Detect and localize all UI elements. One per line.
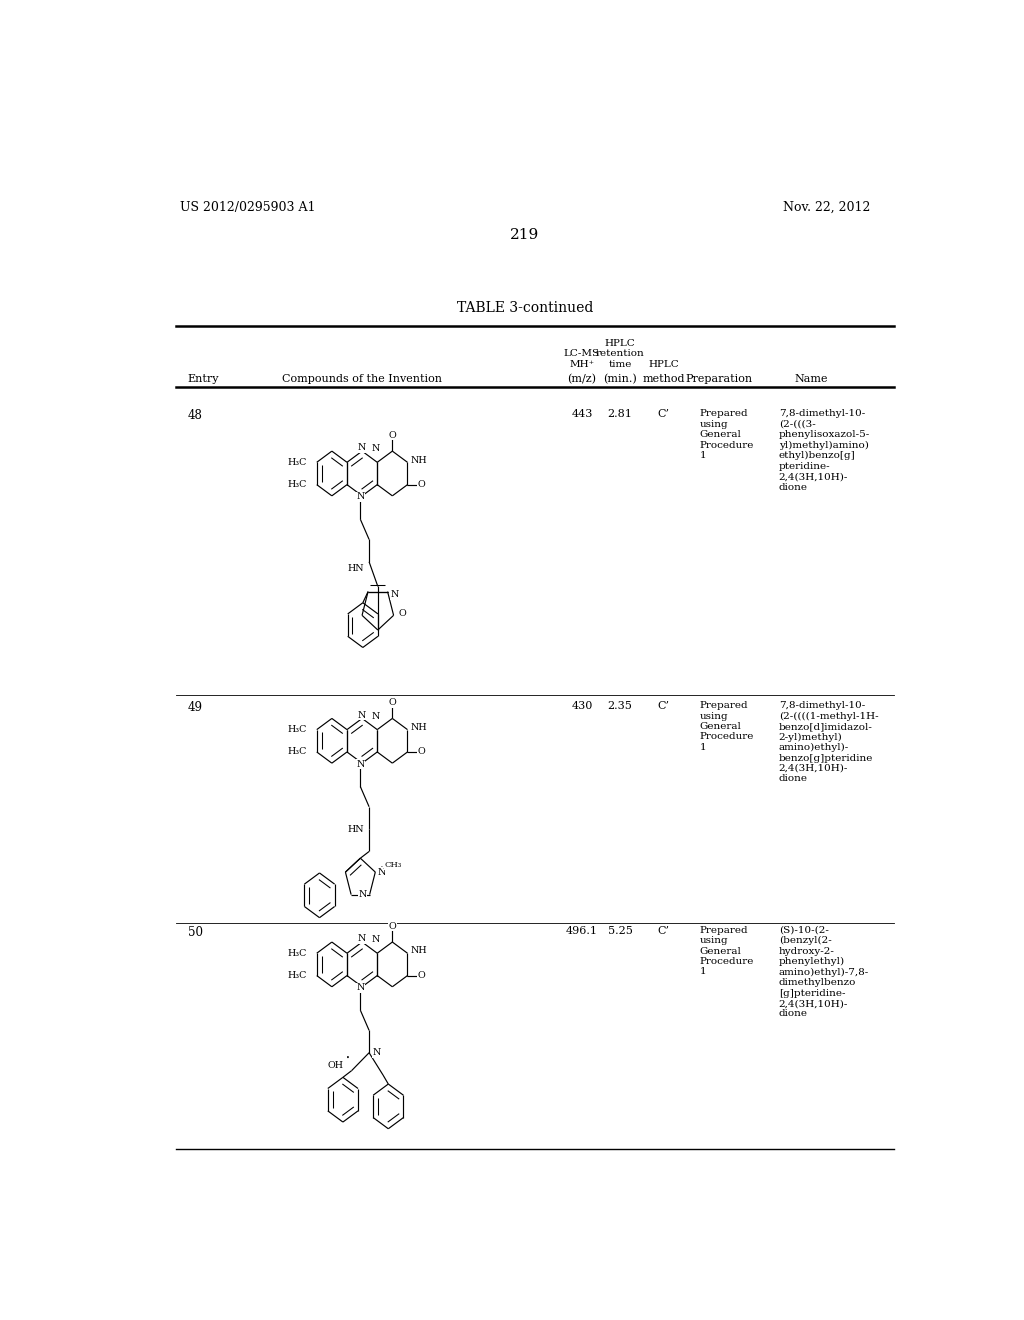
Text: N: N: [358, 710, 367, 719]
Text: 5.25: 5.25: [607, 925, 633, 936]
Text: N: N: [356, 492, 365, 502]
Text: HPLC: HPLC: [648, 359, 679, 368]
Text: 2.35: 2.35: [607, 701, 633, 711]
Text: NH: NH: [411, 455, 428, 465]
Text: MH⁺: MH⁺: [569, 359, 595, 368]
Text: C’: C’: [657, 701, 670, 711]
Text: C’: C’: [657, 409, 670, 420]
Text: (min.): (min.): [603, 374, 637, 384]
Text: CH₃: CH₃: [384, 862, 401, 870]
Text: HN: HN: [347, 825, 364, 834]
Text: N: N: [390, 590, 398, 599]
Text: Entry: Entry: [187, 374, 219, 384]
Text: HPLC: HPLC: [604, 339, 636, 348]
Text: H₃C: H₃C: [288, 458, 307, 467]
Text: N: N: [373, 1048, 381, 1057]
Text: OH: OH: [328, 1060, 344, 1069]
Text: 7,8-dimethyl-10-
(2-((((1-methyl-1H-
benzo[d]imidazol-
2-yl)methyl)
amino)ethyl): 7,8-dimethyl-10- (2-((((1-methyl-1H- ben…: [778, 701, 879, 783]
Text: 496.1: 496.1: [566, 925, 598, 936]
Text: Prepared
using
General
Procedure
1: Prepared using General Procedure 1: [699, 925, 754, 977]
Text: O: O: [388, 921, 396, 931]
Text: 50: 50: [187, 925, 203, 939]
Text: Prepared
using
General
Procedure
1: Prepared using General Procedure 1: [699, 409, 754, 461]
Text: retention: retention: [596, 350, 644, 359]
Text: Name: Name: [795, 374, 828, 384]
Text: N: N: [358, 890, 367, 899]
Text: NH: NH: [411, 946, 428, 956]
Text: N: N: [378, 867, 386, 876]
Text: N: N: [356, 983, 365, 993]
Text: Preparation: Preparation: [686, 374, 753, 384]
Text: O: O: [418, 747, 426, 756]
Text: H₃C: H₃C: [288, 480, 307, 490]
Text: N: N: [356, 760, 365, 768]
Text: LC-MS: LC-MS: [564, 350, 600, 359]
Text: US 2012/0295903 A1: US 2012/0295903 A1: [179, 201, 315, 214]
Text: NH: NH: [411, 723, 428, 731]
Text: HN: HN: [347, 564, 364, 573]
Text: C’: C’: [657, 925, 670, 936]
Text: N: N: [372, 445, 380, 453]
Text: time: time: [608, 359, 632, 368]
Text: N: N: [372, 936, 380, 944]
Text: 48: 48: [187, 409, 203, 422]
Text: 2.81: 2.81: [607, 409, 633, 420]
Text: O: O: [418, 972, 426, 979]
Text: N: N: [372, 711, 380, 721]
Text: Nov. 22, 2012: Nov. 22, 2012: [782, 201, 870, 214]
Text: method: method: [642, 374, 685, 384]
Text: H₃C: H₃C: [288, 949, 307, 958]
Text: 7,8-dimethyl-10-
(2-(((3-
phenylisoxazol-5-
yl)methyl)amino)
ethyl)benzo[g]
pter: 7,8-dimethyl-10- (2-(((3- phenylisoxazol…: [778, 409, 870, 491]
Text: 430: 430: [571, 701, 593, 711]
Text: N: N: [358, 935, 367, 944]
Text: TABLE 3-continued: TABLE 3-continued: [457, 301, 593, 314]
Text: 49: 49: [187, 701, 203, 714]
Text: 443: 443: [571, 409, 593, 420]
Text: 219: 219: [510, 227, 540, 242]
Text: O: O: [398, 609, 407, 618]
Text: O: O: [388, 430, 396, 440]
Text: •: •: [346, 1055, 350, 1063]
Text: H₃C: H₃C: [288, 747, 307, 756]
Text: N: N: [358, 444, 367, 453]
Text: (m/z): (m/z): [567, 374, 596, 384]
Text: (S)-10-(2-
(benzyl(2-
hydroxy-2-
phenylethyl)
amino)ethyl)-7,8-
dimethylbenzo
[g: (S)-10-(2- (benzyl(2- hydroxy-2- phenyle…: [778, 925, 869, 1019]
Text: Compounds of the Invention: Compounds of the Invention: [282, 374, 442, 384]
Text: H₃C: H₃C: [288, 725, 307, 734]
Text: Prepared
using
General
Procedure
1: Prepared using General Procedure 1: [699, 701, 754, 752]
Text: O: O: [418, 480, 426, 490]
Text: H₃C: H₃C: [288, 972, 307, 979]
Text: O: O: [388, 698, 396, 708]
